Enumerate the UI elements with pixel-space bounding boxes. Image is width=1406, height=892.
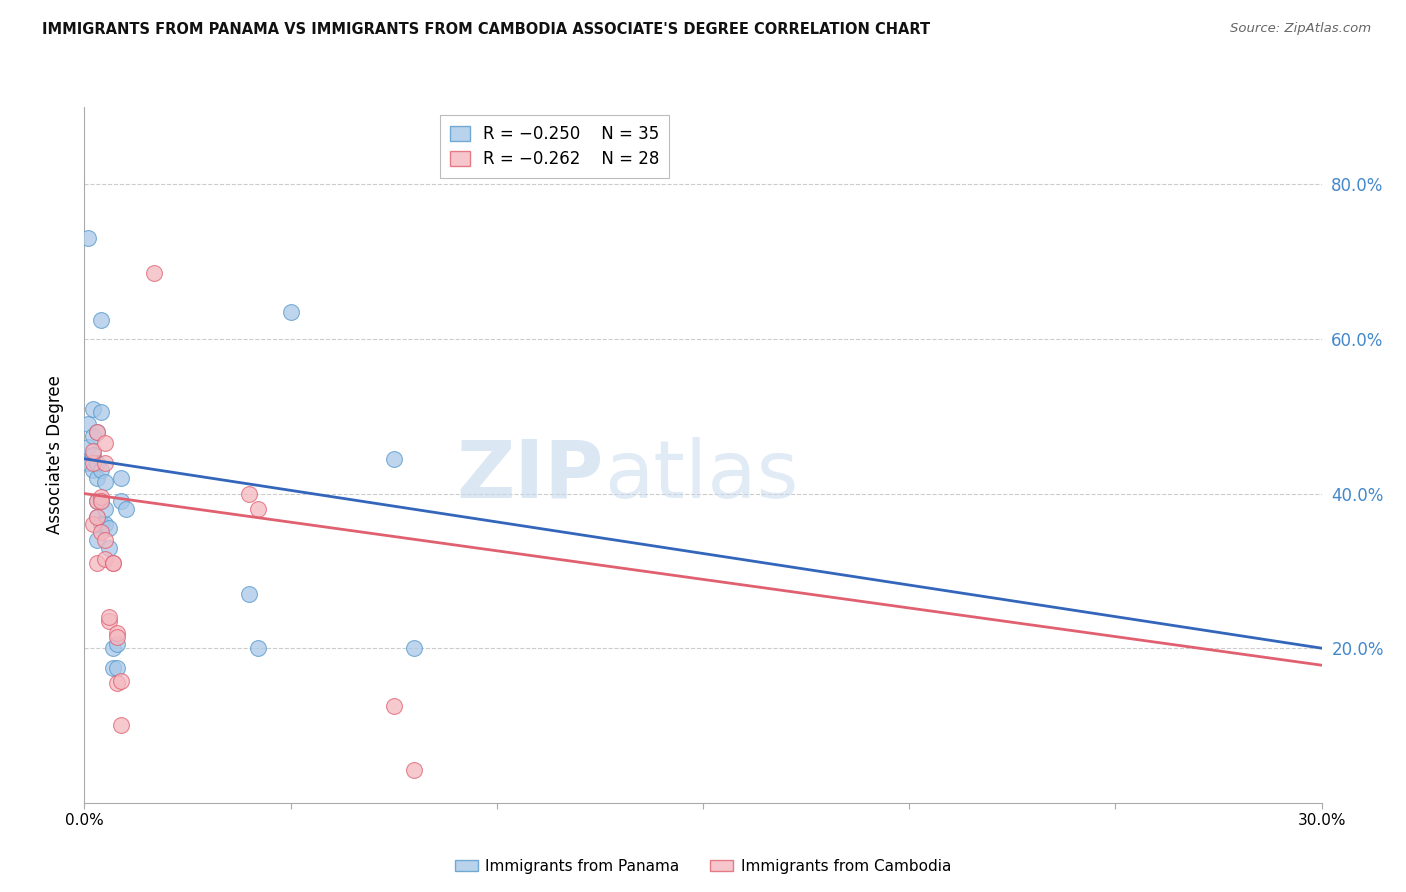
Point xyxy=(103,556,125,570)
Point xyxy=(110,471,132,485)
Point xyxy=(86,425,108,439)
Point xyxy=(82,444,104,458)
Point xyxy=(86,494,108,508)
Point xyxy=(103,641,125,656)
Point xyxy=(82,428,104,442)
Point xyxy=(90,517,112,532)
Point xyxy=(90,463,112,477)
Point xyxy=(90,494,112,508)
Point xyxy=(105,625,128,640)
Point xyxy=(404,764,426,778)
Point xyxy=(86,471,108,485)
Point xyxy=(90,491,112,505)
Point xyxy=(143,266,166,280)
Point xyxy=(98,521,121,535)
Point xyxy=(94,533,117,547)
Point xyxy=(82,448,104,462)
Legend: Immigrants from Panama, Immigrants from Cambodia: Immigrants from Panama, Immigrants from … xyxy=(449,853,957,880)
Point xyxy=(90,525,112,540)
Point xyxy=(94,517,117,532)
Point xyxy=(86,509,108,524)
Point xyxy=(94,475,117,489)
Point xyxy=(238,486,260,500)
Point xyxy=(103,660,125,674)
Point xyxy=(110,718,132,732)
Text: atlas: atlas xyxy=(605,437,799,515)
Point xyxy=(77,231,100,245)
Point xyxy=(246,641,269,656)
Point xyxy=(94,502,117,516)
Point xyxy=(90,517,112,532)
Point xyxy=(86,425,108,439)
Point xyxy=(110,674,132,689)
Point xyxy=(82,517,104,532)
Point xyxy=(77,456,100,470)
Point xyxy=(82,456,104,470)
Point xyxy=(98,541,121,555)
Point xyxy=(105,637,128,651)
Point xyxy=(86,509,108,524)
Point xyxy=(114,502,136,516)
Y-axis label: Associate's Degree: Associate's Degree xyxy=(45,376,63,534)
Point xyxy=(103,556,125,570)
Point xyxy=(382,699,405,714)
Point xyxy=(98,614,121,628)
Point xyxy=(246,502,269,516)
Point xyxy=(105,676,128,690)
Point xyxy=(94,436,117,450)
Point xyxy=(382,451,405,466)
Point xyxy=(105,660,128,674)
Point xyxy=(98,610,121,624)
Text: IMMIGRANTS FROM PANAMA VS IMMIGRANTS FROM CAMBODIA ASSOCIATE'S DEGREE CORRELATIO: IMMIGRANTS FROM PANAMA VS IMMIGRANTS FRO… xyxy=(42,22,931,37)
Text: Source: ZipAtlas.com: Source: ZipAtlas.com xyxy=(1230,22,1371,36)
Point xyxy=(82,401,104,416)
Text: ZIP: ZIP xyxy=(457,437,605,515)
Point xyxy=(110,494,132,508)
Point xyxy=(105,630,128,644)
Point xyxy=(280,305,302,319)
Point xyxy=(86,533,108,547)
Point xyxy=(77,440,100,454)
Point xyxy=(90,312,112,326)
Point xyxy=(86,456,108,470)
Legend: R = −0.250    N = 35, R = −0.262    N = 28: R = −0.250 N = 35, R = −0.262 N = 28 xyxy=(440,115,669,178)
Point xyxy=(82,463,104,477)
Point xyxy=(94,456,117,470)
Point xyxy=(238,587,260,601)
Point xyxy=(86,494,108,508)
Point xyxy=(77,417,100,431)
Point xyxy=(404,641,426,656)
Point xyxy=(86,556,108,570)
Point xyxy=(94,552,117,566)
Point xyxy=(90,494,112,508)
Point xyxy=(90,405,112,419)
